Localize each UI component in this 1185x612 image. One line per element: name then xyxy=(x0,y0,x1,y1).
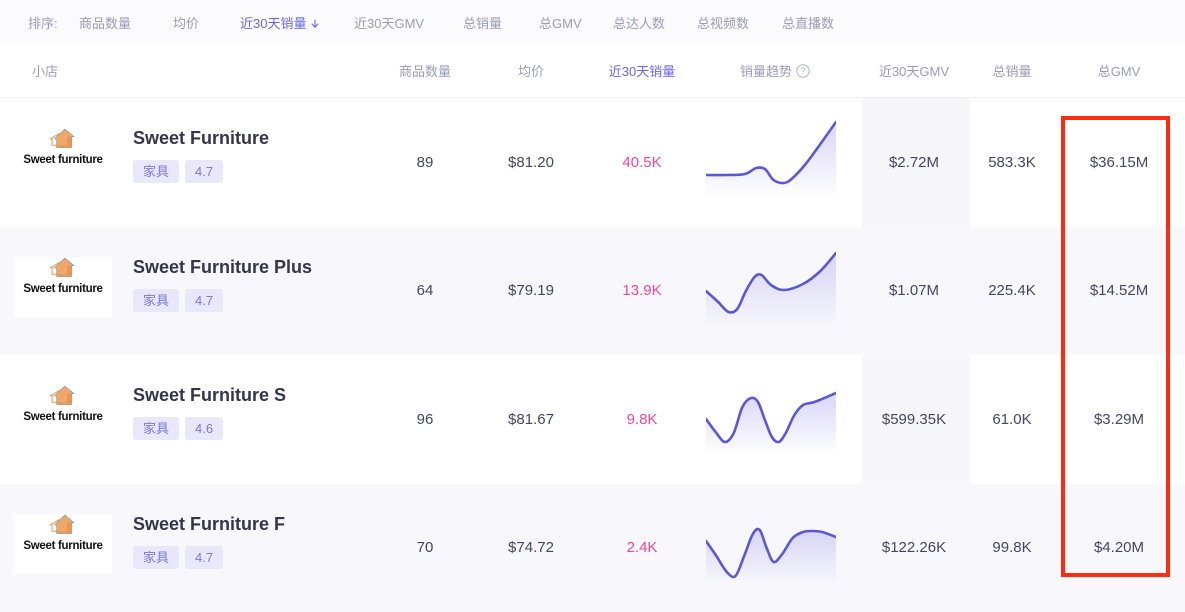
svg-text:?: ? xyxy=(800,66,805,76)
